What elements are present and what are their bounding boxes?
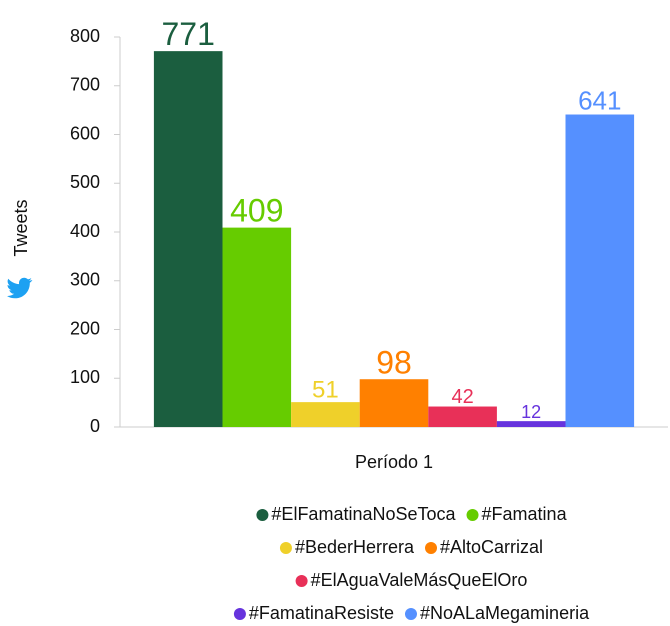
data-label: 12 (521, 402, 541, 422)
y-tick-label: 400 (70, 221, 100, 241)
y-tick-label: 700 (70, 75, 100, 95)
legend-label: #NoALaMegamineria (420, 603, 590, 623)
legend-swatch (279, 542, 292, 554)
legend-label: #Famatina (482, 504, 568, 524)
y-tick-label: 100 (70, 367, 100, 387)
bar (222, 227, 292, 427)
bar (565, 114, 635, 427)
legend-swatch (404, 608, 417, 620)
bar (359, 379, 429, 427)
data-label: 409 (230, 193, 283, 229)
data-label: 771 (162, 16, 215, 52)
y-tick-label: 600 (70, 123, 100, 143)
y-tick-label: 300 (70, 270, 100, 290)
y-tick-label: 500 (70, 172, 100, 192)
legend-label: #FamatinaResiste (249, 603, 394, 623)
legend-label: #ElFamatinaNoSeToca (271, 504, 456, 524)
data-label: 42 (451, 386, 473, 408)
bar (153, 51, 223, 427)
legend-swatch (233, 608, 246, 620)
bar (496, 421, 566, 427)
data-label: 98 (376, 344, 412, 380)
x-tick-label: Período 1 (355, 452, 433, 472)
data-label: 51 (312, 377, 339, 404)
legend-label: #BederHerrera (295, 537, 415, 557)
legend-swatch (256, 509, 269, 521)
legend-swatch (295, 575, 308, 587)
y-tick-label: 200 (70, 318, 100, 338)
legend-swatch (425, 542, 438, 554)
legend-label: #ElAguaValeMásQueElOro (311, 570, 528, 590)
legend-label: #AltoCarrizal (440, 537, 543, 557)
legend-swatch (466, 509, 479, 521)
bar (291, 402, 360, 427)
twitter-icon (7, 277, 33, 299)
bar (428, 406, 497, 427)
y-tick-label: 0 (90, 416, 100, 436)
data-label: 641 (578, 86, 621, 116)
y-tick-label: 800 (70, 26, 100, 46)
y-axis-label: Tweets (11, 199, 31, 256)
